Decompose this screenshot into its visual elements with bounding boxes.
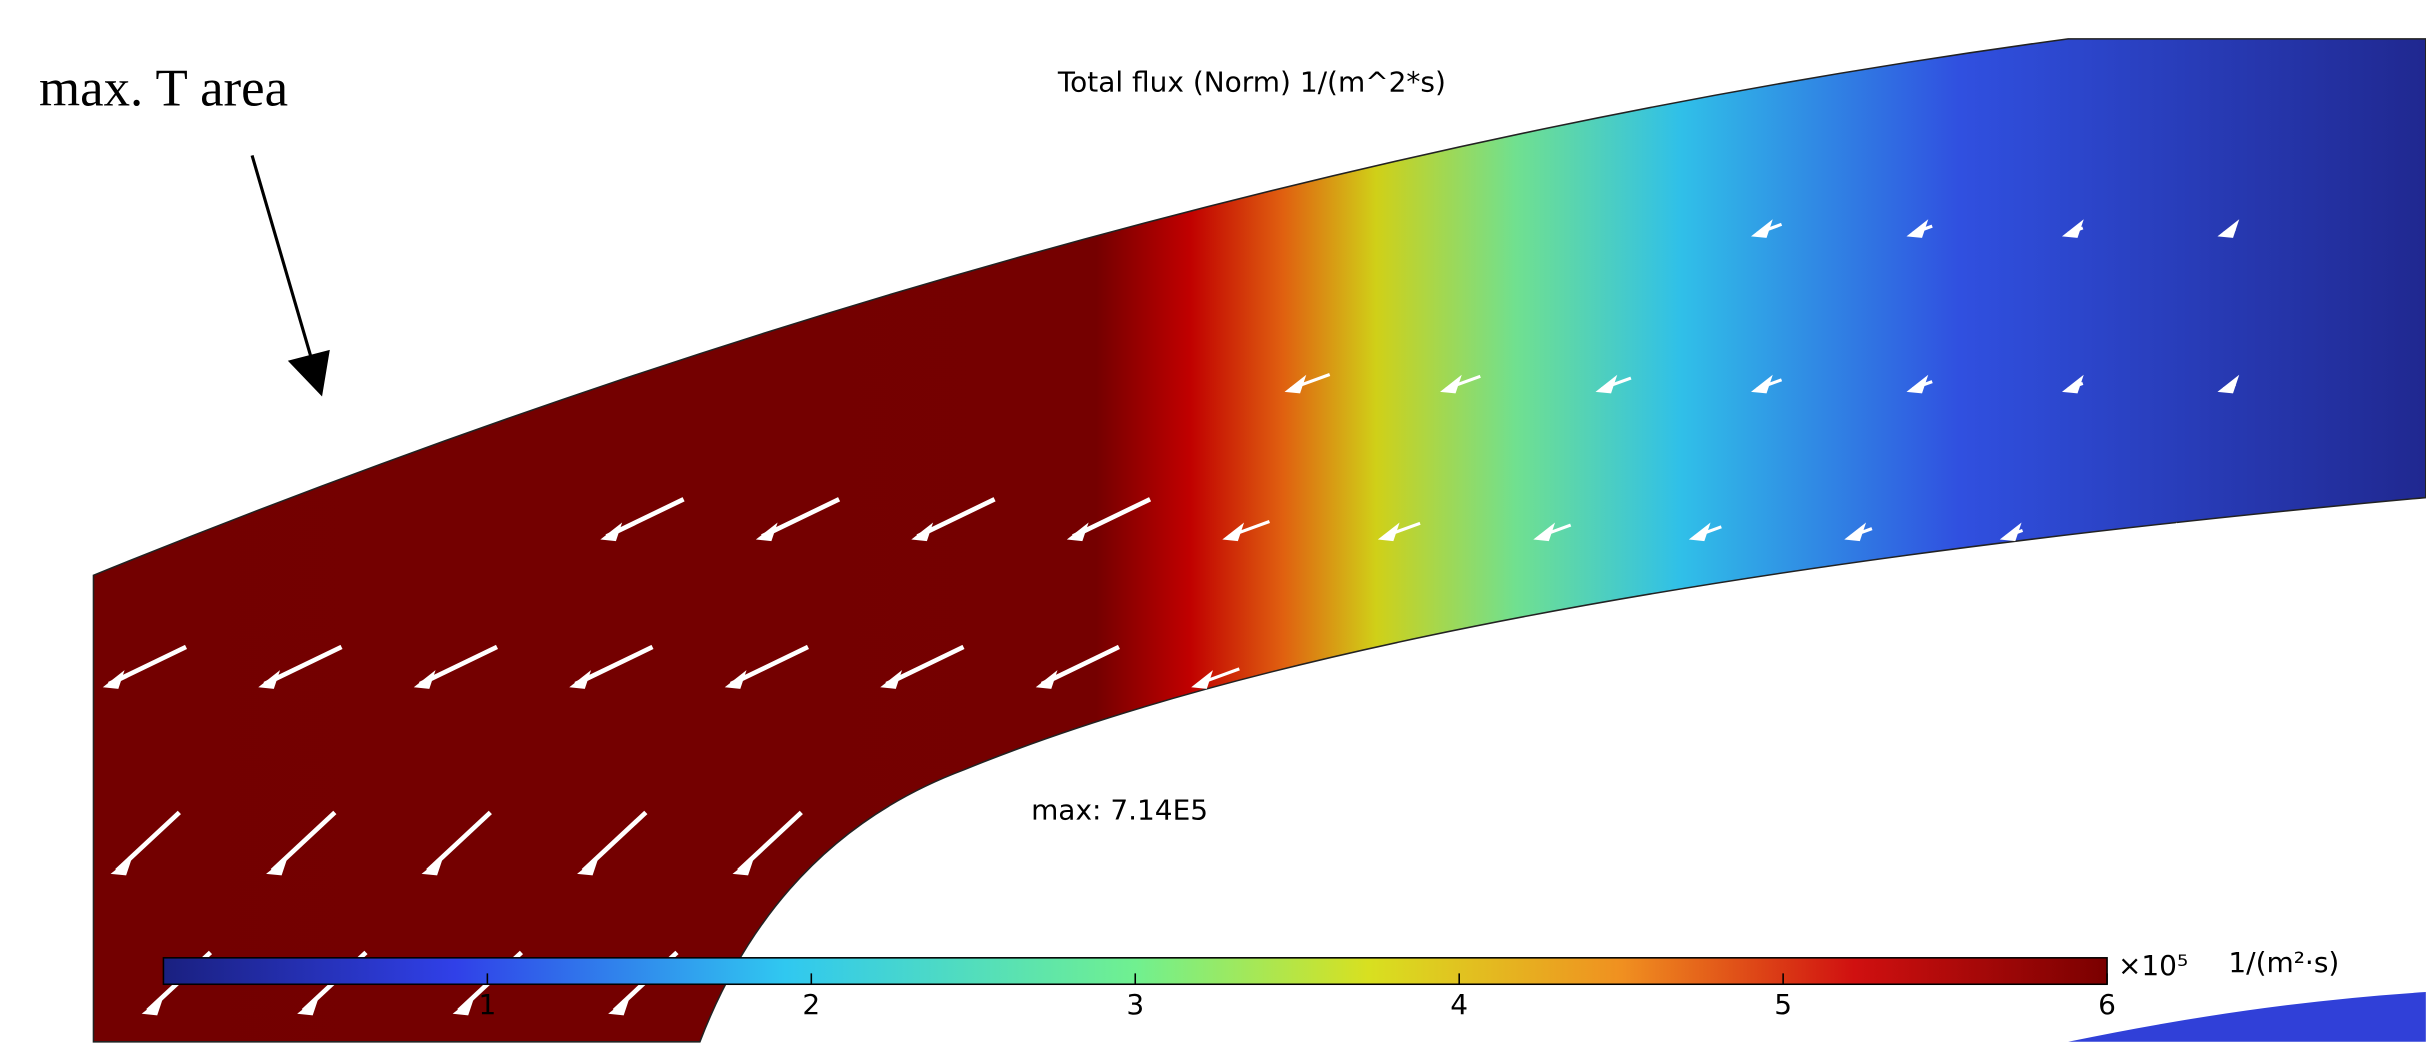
flux-arrowhead (880, 670, 903, 689)
colorbar-tick-label: 5 (1774, 988, 1792, 1021)
flux-arrowhead (577, 856, 599, 876)
flux-arrowhead (452, 996, 475, 1016)
flux-arrowhead (911, 522, 934, 542)
flux-arrowhead (2155, 522, 2178, 542)
colorbar-tick-label: 2 (802, 988, 820, 1021)
max-label: max: 7.14E5 (1031, 793, 1208, 826)
colorbar-tick-label: 1 (478, 988, 496, 1021)
flux-arrowhead (1066, 522, 1089, 542)
annotation: max. T area (39, 60, 288, 118)
flux-arrowhead (1906, 374, 1929, 394)
flux-arrowhead (110, 856, 133, 876)
flux-arrowhead (413, 670, 436, 689)
flux-arrowhead (608, 996, 630, 1016)
flux-arrowhead (2217, 219, 2240, 238)
flux-arrowhead (1844, 522, 1867, 542)
colorbar-unit: 1/(m²·s) (2228, 946, 2339, 979)
flux-arrowhead (421, 856, 444, 876)
flux-arrowhead (2061, 219, 2084, 238)
flux-arrowhead (724, 670, 747, 689)
flux-arrowhead (266, 856, 288, 876)
flux-arrowhead (1191, 670, 1213, 689)
flux-arrowhead (569, 670, 592, 689)
flux-arrowhead (2217, 374, 2240, 394)
flux-arrowhead (1533, 522, 1556, 542)
flux-arrowhead (732, 856, 755, 876)
annotation-arrowhead (287, 349, 330, 397)
flux-arrowhead (1999, 522, 2022, 542)
colorbar-tick-label: 6 (2098, 988, 2116, 1021)
plot-title: Total flux (Norm) 1/(m^2*s) (1057, 66, 1446, 99)
flux-arrowhead (1440, 374, 1462, 394)
flux-arrowhead (1222, 522, 1245, 542)
flux-arrowhead (1750, 374, 1773, 394)
domain-sliver (2068, 992, 2426, 1042)
flux-arrowhead (1284, 374, 1307, 394)
flux-arrowhead (1906, 219, 1929, 238)
flux-arrowhead (1377, 522, 1400, 542)
flux-arrowhead (1595, 374, 1618, 394)
flux-arrowhead (1688, 522, 1711, 542)
flux-arrowhead (755, 522, 778, 542)
flux-arrowhead (297, 996, 319, 1016)
flux-arrowhead (600, 522, 623, 542)
colorbar-multiplier: ×10⁵ (2118, 949, 2188, 982)
flux-arrowhead (2061, 374, 2084, 394)
flux-arrowhead (102, 670, 125, 689)
flux-arrowhead (258, 670, 281, 689)
flux-arrowhead (141, 996, 164, 1016)
annotation-arrow (250, 155, 313, 359)
colorbar-tick-label: 3 (1126, 988, 1144, 1021)
flux-domain (92, 38, 2426, 1043)
colorbar-tick-label: 4 (1450, 988, 1468, 1021)
flux-arrowhead (1035, 670, 1058, 689)
flux-arrowhead (1750, 219, 1773, 238)
